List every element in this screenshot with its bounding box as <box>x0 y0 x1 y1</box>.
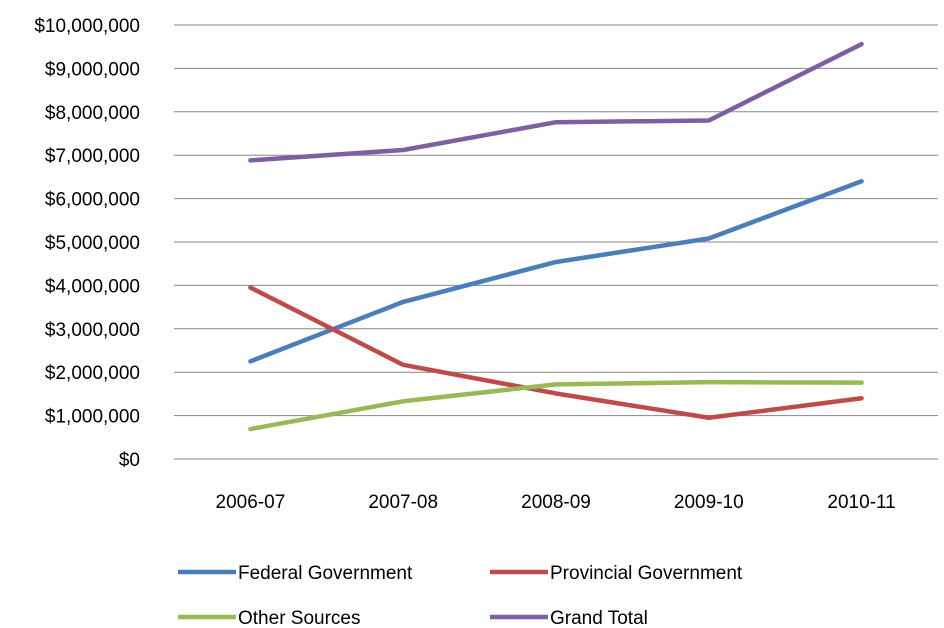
x-tick-label: 2010-11 <box>827 492 895 513</box>
legend: Federal Government Provincial Government O… <box>178 563 743 628</box>
series-line-grand-total <box>248 41 864 163</box>
y-axis-tick-labels: $0 $1,000,000 $2,000,000 $3,000,000 $4,000,0… <box>34 16 140 471</box>
legend-label-federal-government: Federal Government <box>238 563 413 584</box>
x-tick-label: 2006-07 <box>216 492 286 513</box>
series-lines <box>248 41 864 432</box>
x-tick-label: 2009-10 <box>674 492 744 513</box>
series-line-other-sources <box>248 379 864 432</box>
y-tick-label: $10,000,000 <box>34 16 140 37</box>
y-tick-label: $8,000,000 <box>45 103 140 124</box>
y-tick-label: $9,000,000 <box>45 59 140 80</box>
y-tick-label: $0 <box>119 450 140 471</box>
y-tick-label: $6,000,000 <box>45 190 140 211</box>
y-tick-label: $1,000,000 <box>45 407 140 428</box>
y-tick-label: $4,000,000 <box>45 276 140 297</box>
x-axis-tick-labels: 2006-07 2007-08 2008-09 2009-10 2010-11 <box>216 492 896 513</box>
y-tick-label: $2,000,000 <box>45 363 140 384</box>
y-tick-label: $3,000,000 <box>45 320 140 341</box>
y-tick-label: $7,000,000 <box>45 146 140 167</box>
x-tick-label: 2007-08 <box>368 492 438 513</box>
y-tick-label: $5,000,000 <box>45 233 140 254</box>
legend-label-grand-total: Grand Total <box>550 608 648 628</box>
legend-label-provincial-government: Provincial Government <box>550 563 743 584</box>
series-line-provincial-government <box>248 285 864 421</box>
legend-label-other-sources: Other Sources <box>238 608 361 628</box>
x-tick-label: 2008-09 <box>521 492 591 513</box>
